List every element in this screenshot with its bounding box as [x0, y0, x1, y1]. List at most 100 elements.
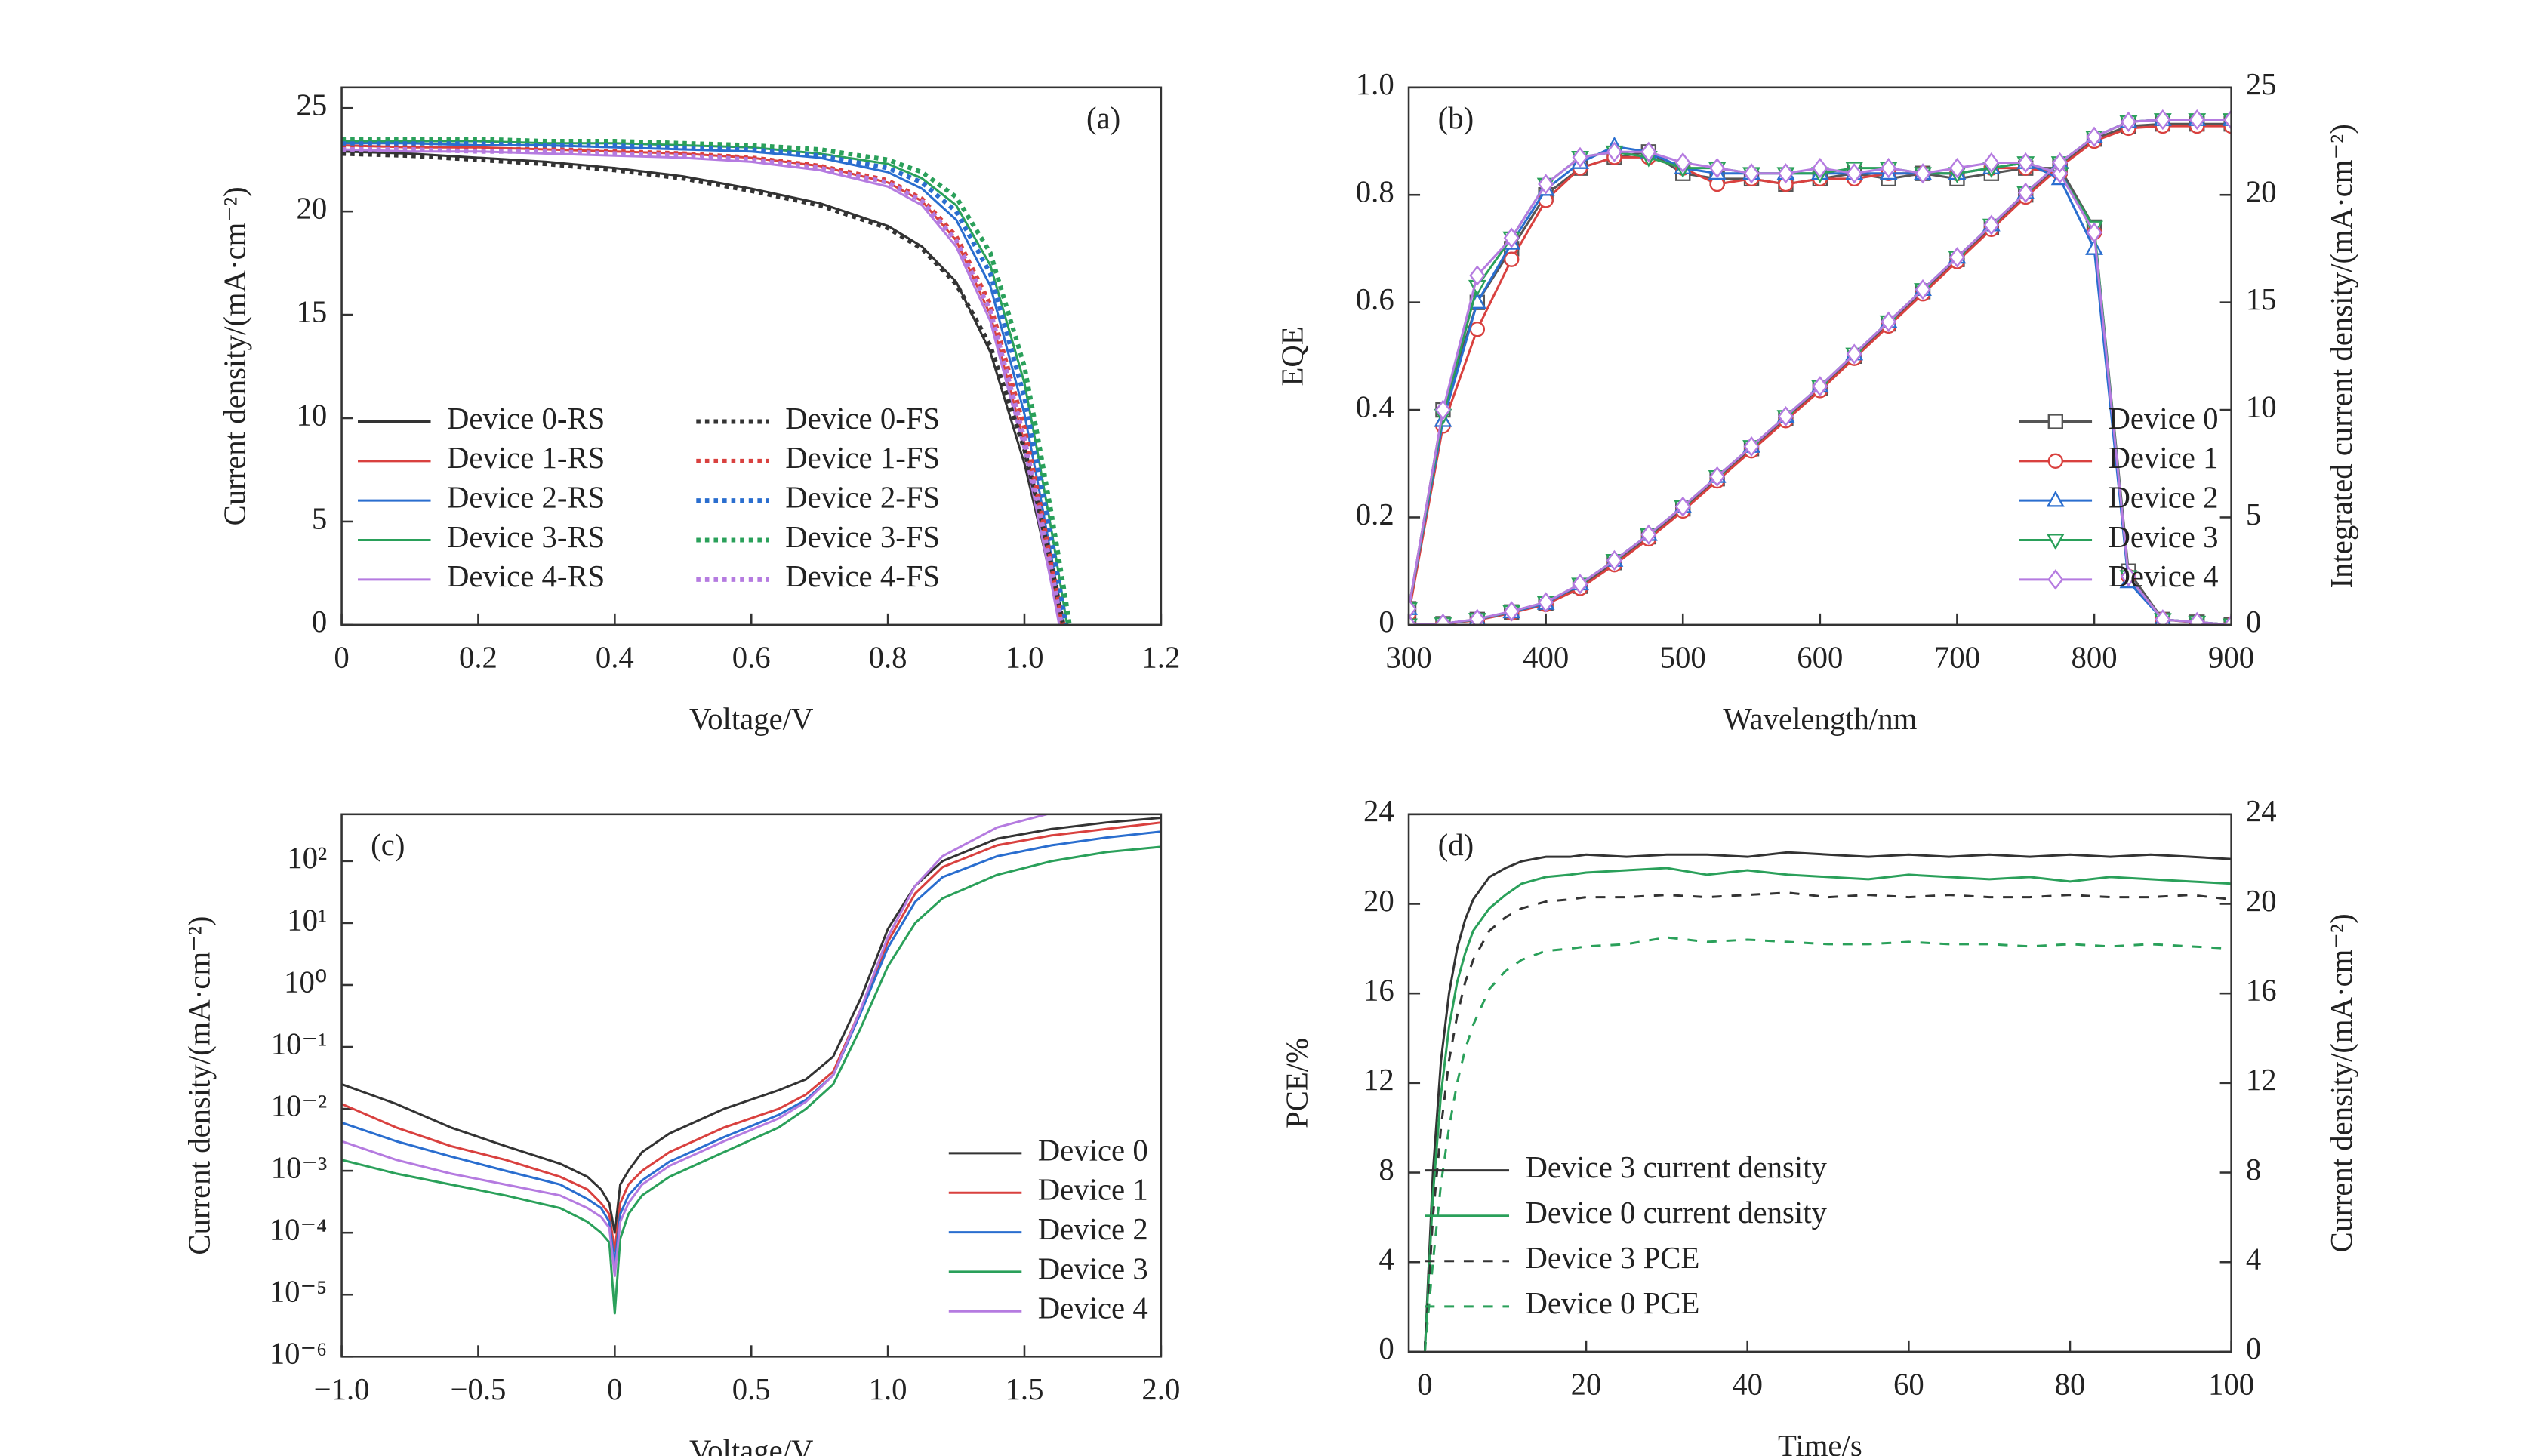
legend-label: Device 4-FS — [785, 559, 940, 593]
marker — [1881, 311, 1897, 332]
series-line — [1423, 867, 2232, 1352]
y2-axis-title: Current density/(mA·cm⁻²) — [2324, 913, 2358, 1252]
y-tick-label: 10⁻³ — [271, 1150, 327, 1184]
y-tick-label: 10 — [297, 398, 328, 432]
y2-tick-label: 0 — [2246, 605, 2261, 639]
x-tick-label: 1.0 — [869, 1372, 907, 1406]
y-tick-label: 0.6 — [1356, 282, 1394, 316]
marker — [2085, 239, 2103, 255]
y-tick-label: 20 — [1363, 884, 1394, 918]
marker — [1469, 265, 1486, 286]
y2-tick-label: 20 — [2246, 884, 2277, 918]
panel: 0 0.2 0.4 0.6 0.8 1.0 1.2 0 5 10 15 20 25 Voltage/V Cu… — [218, 86, 1180, 736]
legend-label: Device 0 — [1038, 1133, 1148, 1167]
series-line — [341, 137, 1072, 625]
marker — [2120, 566, 2136, 587]
y-axis-title: PCE/% — [1280, 1038, 1314, 1128]
x-tick-label: 0 — [334, 640, 349, 674]
marker — [2189, 611, 2205, 625]
legend-label: Device 2 — [1038, 1212, 1148, 1246]
x-axis-title: Time/s — [1778, 1429, 1862, 1456]
y2-tick-label: 12 — [2246, 1063, 2277, 1097]
y-tick-label: 10¹ — [287, 903, 327, 937]
x-tick-label: 0.4 — [596, 640, 634, 674]
x-tick-label: 2.0 — [1141, 1372, 1180, 1406]
marker — [1504, 251, 1520, 267]
marker — [1409, 614, 1417, 625]
marker — [1846, 343, 1862, 365]
marker — [1572, 574, 1588, 595]
y-tick-label: 5 — [312, 501, 327, 535]
y2-tick-label: 5 — [2246, 497, 2261, 531]
marker — [1777, 163, 1794, 184]
legend-label: Device 0 current density — [1525, 1196, 1827, 1230]
x-tick-label: 80 — [2055, 1367, 2086, 1401]
x-tick-label: 20 — [1571, 1367, 1602, 1401]
x-tick-label: 700 — [1934, 640, 1980, 674]
legend-label: Device 1 — [1038, 1173, 1148, 1207]
marker — [2155, 609, 2171, 625]
marker — [1503, 227, 1520, 248]
y2-tick-label: 20 — [2246, 175, 2277, 209]
y2-tick-label: 15 — [2246, 282, 2277, 316]
y-tick-label: 10⁻⁵ — [270, 1275, 327, 1309]
marker — [1640, 524, 1657, 545]
series-line — [341, 142, 1064, 625]
x-tick-label: 300 — [1385, 640, 1431, 674]
legend-label: Device 1 — [2109, 441, 2219, 475]
x-tick-label: 0.8 — [869, 640, 907, 674]
y-tick-label: 12 — [1363, 1063, 1394, 1097]
x-axis-title: Wavelength/nm — [1723, 702, 1917, 736]
marker — [2046, 534, 2065, 550]
legend-label: Device 4 — [2109, 559, 2219, 593]
marker — [2052, 163, 2069, 184]
marker — [1915, 279, 1931, 300]
marker — [1606, 141, 1622, 162]
marker — [1538, 174, 1554, 195]
x-tick-label: 0.6 — [732, 640, 771, 674]
marker — [2046, 490, 2065, 507]
legend-label: Device 3 current density — [1525, 1150, 1827, 1184]
y2-tick-label: 25 — [2246, 67, 2277, 101]
marker — [1983, 214, 2000, 235]
series-line — [341, 146, 1064, 625]
panel-label: (a) — [1086, 101, 1120, 135]
marker — [1915, 163, 1931, 184]
y2-axis-title: Integrated current density/(mA·cm⁻²) — [2324, 124, 2358, 588]
legend: Device 0-RS Device 1-RS Device 2-RS Device … — [358, 402, 940, 593]
series-line — [341, 821, 1161, 1253]
y-axis-title: Current density/(mA·cm⁻²) — [182, 916, 216, 1255]
legend: Device 0 Device 1 Device 2 Device 3 Device 4 — [948, 1133, 1148, 1325]
marker — [1881, 157, 1897, 179]
marker — [1846, 163, 1862, 184]
panel: 0 20 40 60 80 1000481216202404812162024Time/s… — [1280, 794, 2358, 1456]
y-tick-label: 16 — [1363, 974, 1394, 1008]
marker — [1948, 247, 1965, 268]
marker — [1709, 466, 1726, 487]
y-tick-label: 20 — [297, 191, 328, 225]
panel: −1.0 −0.5 0 0.5 1.0 1.5 2.0 10⁻⁶ 10⁻⁵ 10⁻⁴ 10⁻³ 10⁻… — [182, 813, 1180, 1456]
marker — [1709, 157, 1726, 179]
x-tick-label: 0.2 — [459, 640, 497, 674]
x-tick-label: 1.2 — [1141, 640, 1180, 674]
y-tick-label: 8 — [1379, 1153, 1394, 1187]
marker — [1743, 163, 1760, 184]
legend-label: Device 4-RS — [447, 559, 605, 593]
x-tick-label: 100 — [2208, 1367, 2254, 1401]
y-tick-label: 0 — [312, 605, 327, 639]
marker — [2120, 111, 2136, 133]
marker — [1743, 436, 1760, 457]
series-line — [1423, 891, 2232, 1352]
marker — [1469, 608, 1486, 625]
plot-area — [341, 137, 1072, 625]
plot-frame — [1407, 813, 2232, 1353]
marker — [1434, 399, 1451, 420]
y-tick-label: 10⁻⁶ — [270, 1337, 327, 1371]
x-tick-label: −0.5 — [450, 1372, 506, 1406]
legend-label: Device 0 — [2109, 402, 2219, 436]
marker — [1503, 601, 1520, 622]
x-tick-label: 600 — [1797, 640, 1843, 674]
x-tick-label: 900 — [2208, 640, 2254, 674]
panel: 300 400 500 600 700 800 90000.20.40.60.81.0051… — [1275, 67, 2358, 736]
